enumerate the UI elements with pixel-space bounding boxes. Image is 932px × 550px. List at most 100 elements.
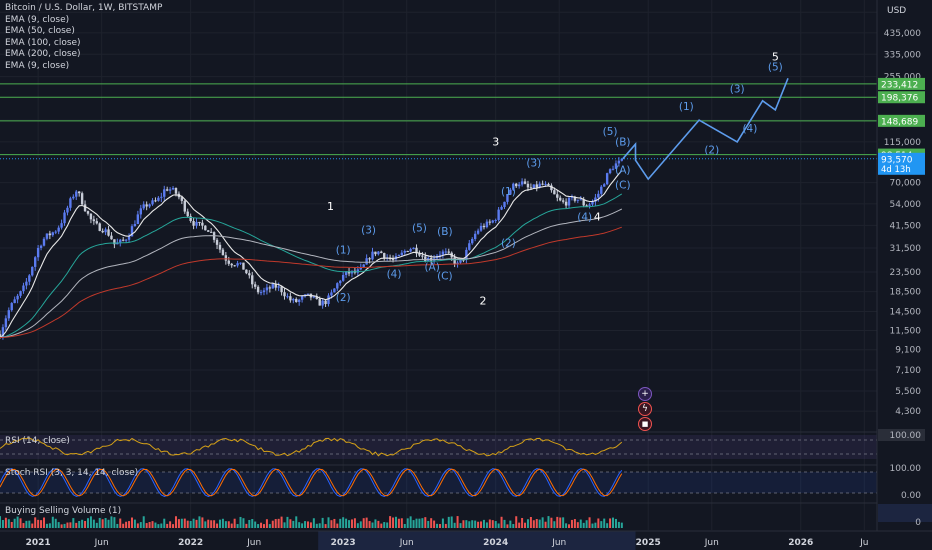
level-tag-text-2[interactable]: 148,689 [881,117,918,127]
candle-91 [265,284,269,295]
candle-30 [86,210,90,216]
level-tag-0[interactable] [878,77,925,90]
legend-ema-9[interactable]: EMA (9, close) [5,14,70,25]
candle-57 [165,186,169,192]
stoch-rsi-label[interactable]: Stoch RSI (3, 3, 14, 14, close) [5,468,139,478]
volume-bar-114 [333,518,336,528]
candle-body [186,211,189,217]
legend-ema-100[interactable]: EMA (100, close) [5,37,81,48]
level-tag-1[interactable] [878,91,925,104]
candle-87 [253,281,257,290]
volume-bar-37 [107,519,110,528]
legend-ema-9-second[interactable]: EMA (9, close) [5,60,70,71]
current-price-text[interactable]: 93,570 [881,155,913,165]
y-tick-label-12[interactable]: 14,500 [890,308,922,318]
volume-bar-63 [183,518,186,528]
candle-body [75,191,78,197]
time-axis[interactable]: 2021 Jun 2022 Jun 2023 Jun 2024 Jun 2025 Jun 2026 J… [0,530,932,550]
candle-33 [95,218,98,225]
level-tag-text-1[interactable]: 198,376 [881,94,918,104]
volume-bar-74 [216,523,219,528]
legend-ema-200[interactable]: EMA (200, close) [5,49,81,59]
x-tick-label-4[interactable]: 2023 [331,538,356,548]
y-tick-label-8[interactable]: 41,500 [890,221,922,231]
candle-body [570,196,574,198]
time-range-highlight[interactable] [318,531,636,550]
stoch-tick-0[interactable]: 0.00 [901,491,921,501]
volume-bar-58 [169,521,172,528]
y-tick-label-2[interactable]: 335,000 [884,50,921,60]
candle-body [107,229,110,236]
candle-body [259,292,263,294]
candle-body [471,239,474,244]
y-tick-label-11[interactable]: 18,500 [890,288,922,298]
x-tick-label-6[interactable]: 2024 [483,538,508,548]
x-tick-label-11[interactable]: Ju [859,538,868,548]
y-tick-label-5[interactable]: 115,000 [884,138,921,148]
level-tag-2[interactable] [878,114,925,127]
projection-line[interactable] [622,78,789,181]
volume-tick-0[interactable]: 0 [915,518,921,528]
volume-bar-141 [412,520,415,528]
rsi-band [0,435,877,459]
horizontal-levels[interactable] [0,83,877,160]
y-tick-label-7[interactable]: 54,000 [890,200,922,210]
x-tick-label-0[interactable]: 2021 [26,538,51,548]
y-tick-label-3[interactable]: 255,000 [884,73,921,83]
candle-body [80,193,84,205]
x-tick-label-5[interactable]: Jun [399,538,414,548]
candle-body [221,249,225,256]
candle-74 [215,238,219,250]
candle-body [19,291,22,296]
candle-body [324,300,327,305]
candle-body [468,243,471,250]
candle-body [180,197,184,201]
x-tick-label-9[interactable]: Jun [704,538,719,548]
y-tick-label-13[interactable]: 11,500 [890,327,922,337]
volume-bar-190 [556,516,559,528]
plus-icon[interactable]: + [638,387,652,401]
x-tick-label-10[interactable]: 2026 [788,538,813,548]
volume-bar-194 [568,524,571,528]
price-axis[interactable]: 435,000335,000255,000150,000115,00070,00… [876,0,932,531]
candle-body [421,255,424,257]
chart-title[interactable]: Bitcoin / U.S. Dollar, 1W, BITSTAMP [5,3,163,13]
candle-168 [491,219,494,224]
x-tick-label-2[interactable]: 2022 [178,538,203,548]
currency-label[interactable]: USD [887,6,907,16]
y-tick-label-1[interactable]: 435,000 [884,29,921,39]
volume-bar-146 [427,520,430,528]
x-tick-label-3[interactable]: Jun [246,538,261,548]
volume-bar-107 [312,518,315,528]
lightning-icon[interactable]: ϟ [638,402,652,416]
countdown-text[interactable]: 4d 13h [881,165,911,175]
candle-166 [485,219,489,229]
candle-201 [588,202,591,209]
volume-bar-83 [242,518,245,528]
volume-bar-0 [0,516,1,528]
y-tick-label-10[interactable]: 23,500 [890,268,922,278]
flag-icon[interactable]: ■ [638,417,652,431]
rsi-label[interactable]: RSI (14, close) [5,436,70,446]
legend-ema-50[interactable]: EMA (50, close) [5,26,75,36]
projection-path[interactable] [622,78,789,181]
y-tick-label-17[interactable]: 4,300 [895,407,921,417]
candle-body [174,188,178,194]
volume-label[interactable]: Buying Selling Volume (1) [5,506,122,516]
y-tick-label-15[interactable]: 7,100 [895,366,921,376]
rsi-tick-100[interactable]: 100.00 [890,431,922,441]
level-tag-text-0[interactable]: 233,412 [881,80,918,90]
x-tick-label-7[interactable]: Jun [551,538,566,548]
candle-body [168,189,172,191]
stoch-tick-100[interactable]: 100.00 [890,464,922,474]
x-tick-label-8[interactable]: 2025 [636,538,661,548]
current-price-tag[interactable] [878,152,925,175]
candle-181 [529,183,533,190]
y-tick-label-9[interactable]: 31,500 [890,244,922,254]
y-tick-label-6[interactable]: 70,000 [890,179,922,189]
x-tick-label-1[interactable]: Jun [94,538,109,548]
candle-14 [39,244,43,251]
y-tick-label-14[interactable]: 9,100 [895,346,921,356]
y-tick-label-16[interactable]: 5,500 [895,387,921,397]
